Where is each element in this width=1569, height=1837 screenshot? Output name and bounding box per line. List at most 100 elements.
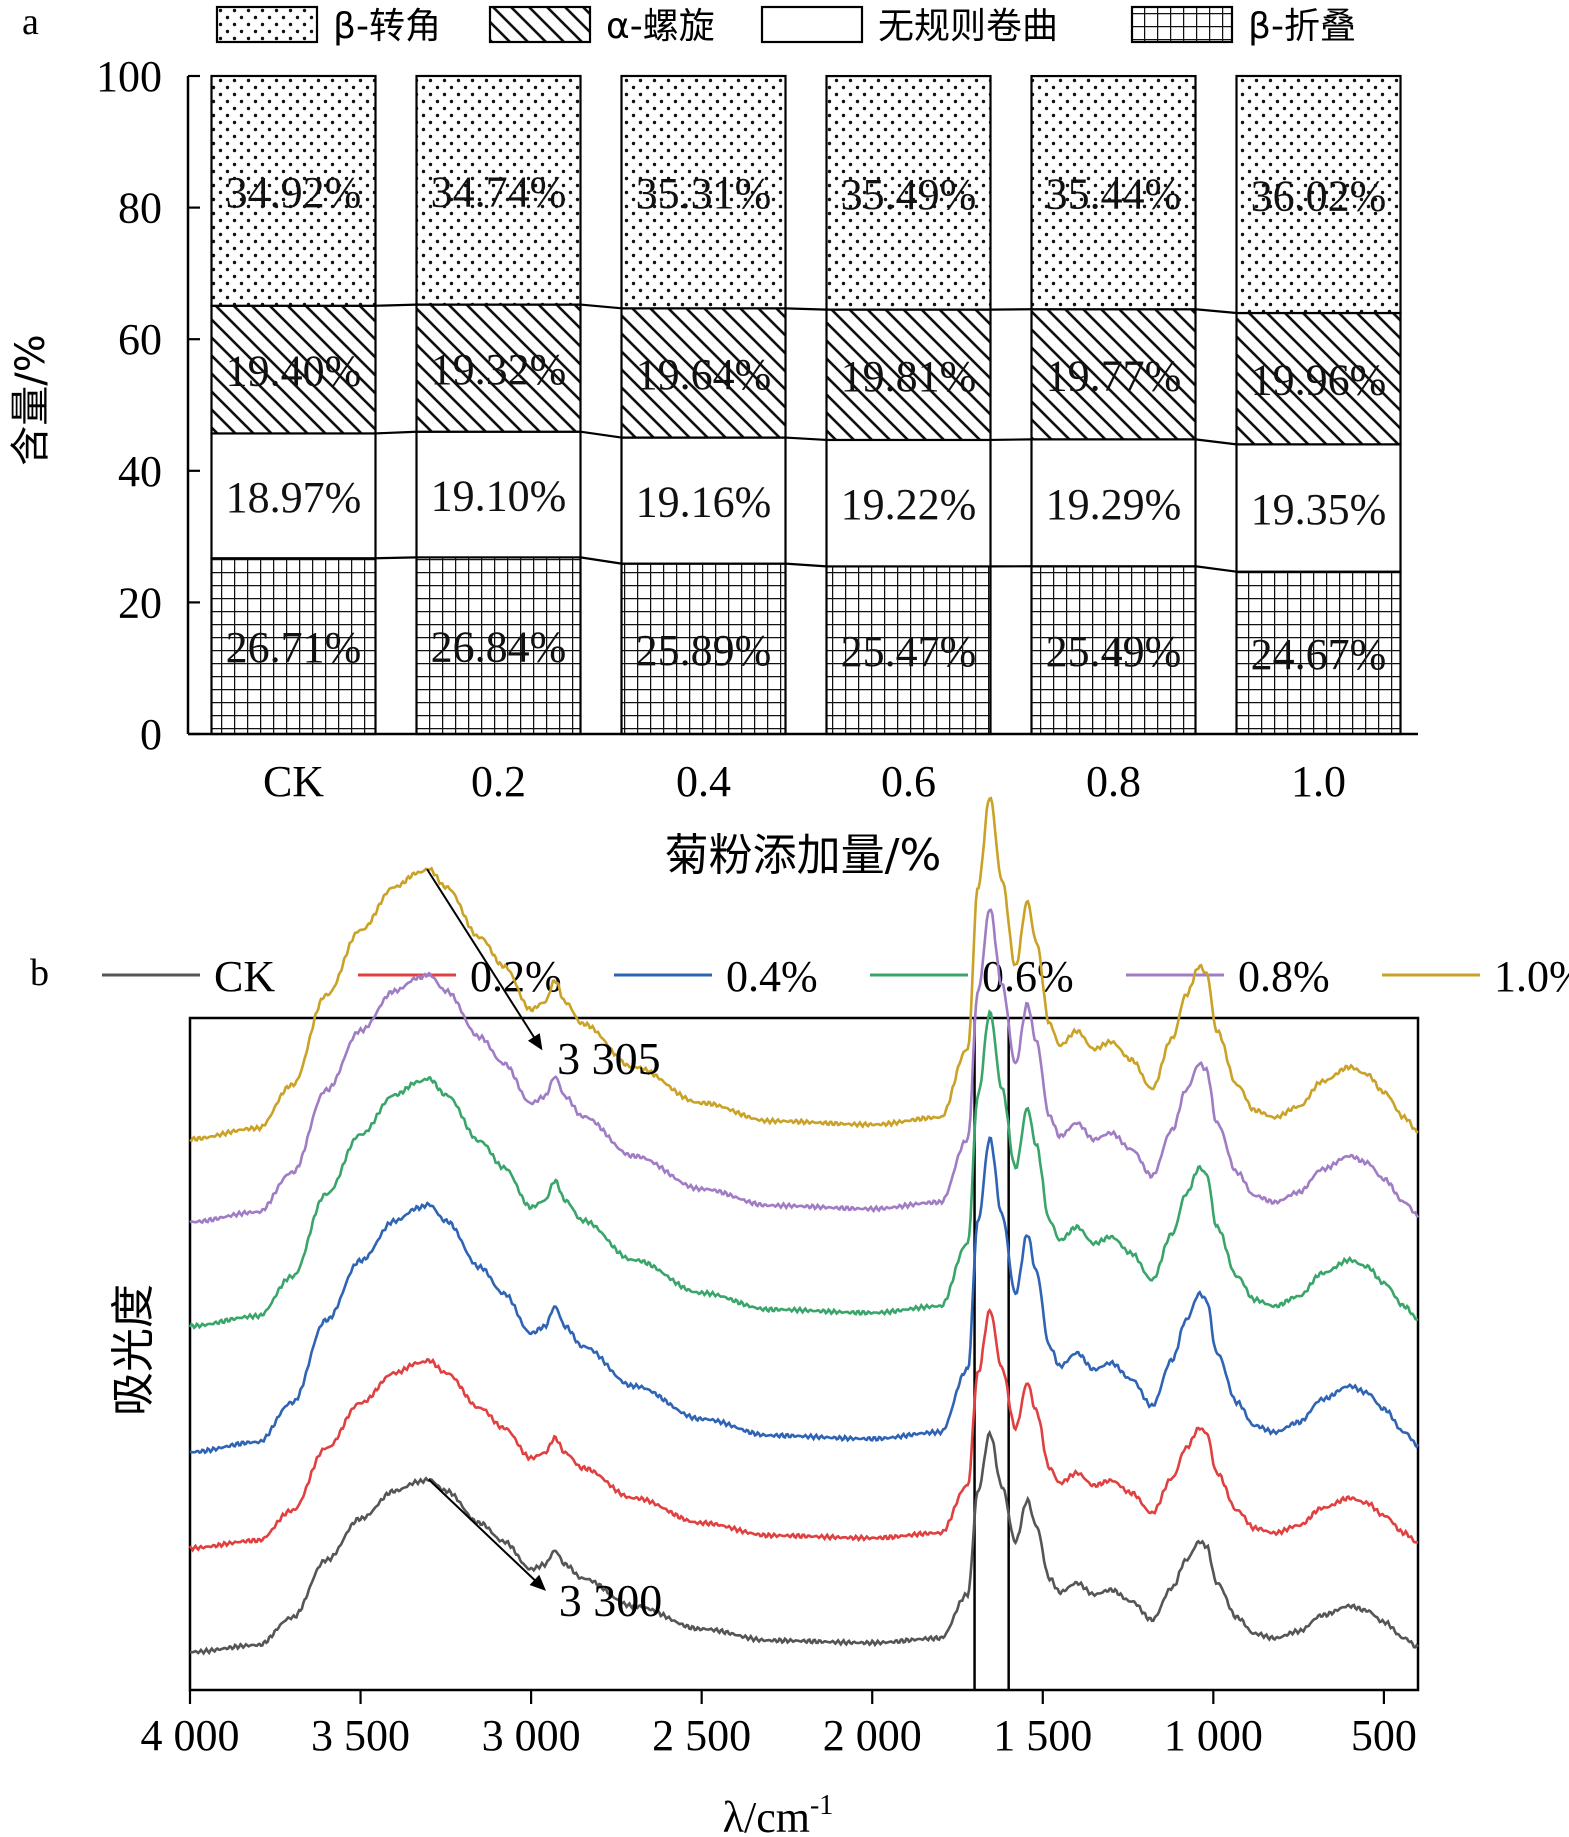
bar-label-0.6-1: 19.22% [841, 480, 977, 529]
panel-a-legend: β-转角 α-螺旋 无规则卷曲 β-折叠 [215, 5, 1356, 47]
annotation-arrow-line [428, 1478, 540, 1585]
panel-a-y-tick-label: 20 [118, 578, 162, 627]
bar-label-0.2-3: 34.74% [431, 167, 567, 216]
panel-a-legend-label: 无规则卷曲 [878, 6, 1058, 47]
panel-a-y-tick-label: 80 [118, 184, 162, 233]
bar-segment-1.0-0 [1235, 570, 1402, 736]
bar-label-0.8-2: 19.77% [1046, 351, 1182, 400]
panel-b-ftir-spectra-chart: b CK0.2%0.4%0.6%0.8%1.0% 4 000 3 500 3 000… [30, 796, 1569, 1837]
panel-b-x-axis-title-superscript: -1 [810, 1790, 833, 1821]
bar-segment-0.2-2 [415, 303, 582, 433]
connector-line [375, 430, 417, 435]
bar-segment-1.0-3 [1235, 74, 1402, 315]
panel-a-label: a [22, 1, 39, 43]
panel-a-y-tick-label: 0 [140, 710, 162, 759]
bar-segment-0.4-3 [620, 74, 787, 310]
panel-b-legend-label: 0.4% [726, 952, 818, 1001]
panel-b-legend-label: 0.8% [1238, 952, 1330, 1001]
bar-label-0.2-0: 26.84% [431, 623, 567, 672]
panel-b-label: b [30, 952, 49, 994]
connector-line [785, 307, 827, 311]
panel-a-y-axis-title: 含量/% [8, 334, 54, 465]
bar-label-0.4-1: 19.16% [636, 478, 772, 527]
bar-segment-0.8-0 [1030, 565, 1197, 736]
spectrum-line-0.2% [188, 1307, 1419, 1553]
panel-a-y-tick-label: 60 [118, 315, 162, 364]
panel-b-legend-label: CK [214, 952, 275, 1001]
panel-b-frame [188, 1016, 1420, 1692]
panel-b-x-tick-label: 2 000 [823, 1711, 922, 1760]
panel-b-x-tick-label: 500 [1351, 1711, 1417, 1760]
panel-b-y-axis-title: 吸光度 [108, 1284, 159, 1416]
panel-a-stacked-bar-chart: a β-转角 α-螺旋 无规则卷曲 β-折叠 26.71% 18.97% 19.40% 34… [8, 1, 1418, 881]
panel-b-x-tick-label: 3 000 [482, 1711, 581, 1760]
connector-line [1195, 565, 1237, 573]
spectrum-line-CK [189, 1429, 1419, 1656]
panel-a-legend-label: α-螺旋 [606, 6, 715, 47]
connector-line [1195, 438, 1237, 446]
bar-segment-CK-0 [210, 557, 377, 736]
bar-label-0.2-1: 19.10% [431, 472, 567, 521]
panel-b-legend: CK0.2%0.4%0.6%0.8%1.0% [102, 952, 1569, 1001]
spectrum-line-0.8% [189, 908, 1420, 1225]
annotation-label: 3 305 [557, 1033, 661, 1084]
bar-segment-1.0-2 [1235, 311, 1402, 446]
bar-label-0.6-2: 19.81% [841, 352, 977, 401]
panel-a-legend-label: β-转角 [333, 6, 441, 47]
bar-segment-0.6-0 [825, 565, 992, 736]
panel-b-x-tick-label: 1 000 [1164, 1711, 1263, 1760]
bar-segment-0.2-3 [415, 74, 582, 306]
bar-label-CK-0: 26.71% [226, 623, 362, 672]
panel-a-y-tick-label: 40 [118, 447, 162, 496]
panel-a-x-tick-label: 1.0 [1291, 757, 1346, 806]
bar-label-CK-3: 34.92% [226, 168, 362, 217]
bar-label-0.6-0: 25.47% [841, 627, 977, 676]
panel-b-x-tick-label: 1 500 [993, 1711, 1092, 1760]
panel-a-x-axis-title: 菊粉添加量/% [665, 830, 942, 881]
bar-segment-CK-3 [210, 74, 377, 307]
bar-segment-0.6-2 [825, 308, 992, 442]
bar-label-0.4-2: 19.64% [636, 350, 772, 399]
connector-line [785, 562, 827, 568]
panel-a-legend-swatch [488, 5, 592, 44]
bar-label-0.6-3: 35.49% [841, 170, 977, 219]
bar-segment-0.2-1 [415, 430, 582, 559]
spectrum-line-1.0% [189, 796, 1419, 1143]
spectrum-line-0.6% [188, 1009, 1419, 1330]
connector-line [785, 436, 827, 442]
panel-b-x-tick-label: 4 000 [141, 1711, 240, 1760]
bar-segment-0.2-0 [415, 556, 582, 736]
bar-segment-0.8-2 [1030, 308, 1197, 441]
bar-label-0.4-0: 25.89% [636, 626, 772, 675]
connector-line [990, 438, 1032, 442]
connector-line [580, 303, 622, 310]
annotation-arrow-head [527, 1033, 543, 1051]
panel-b-plot-area: 4 000 3 500 3 000 2 500 2 000 1 500 1 000 500 3 … [141, 796, 1420, 1760]
panel-a-x-tick-label: 0.2 [471, 757, 526, 806]
panel-a-legend-label: β-折叠 [1248, 6, 1356, 47]
connector-line [580, 556, 622, 565]
panel-a-x-tick-label: CK [263, 757, 324, 806]
panel-a-x-tick-label: 0.6 [881, 757, 936, 806]
annotation-arrow-line [426, 868, 538, 1043]
bar-segment-0.8-3 [1030, 74, 1197, 311]
bar-label-0.4-3: 35.31% [636, 169, 772, 218]
panel-b-x-tick-label: 3 500 [311, 1711, 410, 1760]
panel-a-bars: 26.71% 18.97% 19.40% 34.92% 26.84% 19.10% 19.3… [210, 74, 1402, 736]
connector-line [1195, 308, 1237, 315]
bar-label-0.8-3: 35.44% [1046, 170, 1182, 219]
annotation-arrow-head [529, 1574, 547, 1591]
bar-label-CK-2: 19.40% [226, 347, 362, 396]
bar-label-1.0-1: 19.35% [1251, 485, 1387, 534]
bar-segment-0.8-1 [1030, 438, 1197, 568]
panel-a-x-tick-label: 0.4 [676, 757, 731, 806]
connector-line [580, 430, 622, 439]
bar-segment-0.4-1 [620, 436, 787, 565]
bar-label-1.0-2: 19.96% [1251, 356, 1387, 405]
bar-label-1.0-3: 36.02% [1251, 172, 1387, 221]
connector-line [375, 556, 417, 560]
bar-label-0.2-2: 19.32% [431, 345, 567, 394]
spectrum-line-0.4% [189, 1136, 1420, 1455]
panel-a-legend-swatch [760, 5, 864, 44]
